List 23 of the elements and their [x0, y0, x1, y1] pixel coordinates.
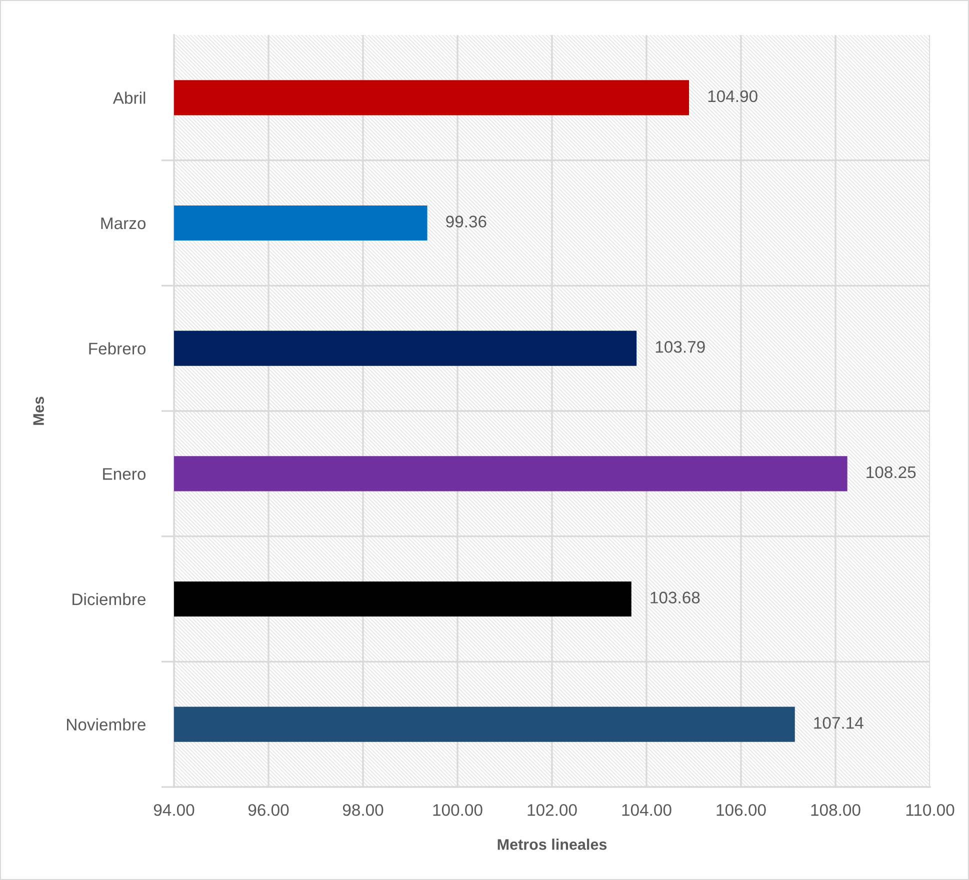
x-axis-title: Metros lineales	[498, 838, 607, 850]
data-label: 107.14	[814, 717, 864, 729]
y-tick-label: Diciembre	[72, 592, 146, 606]
x-tick-label: 94.00	[154, 804, 194, 816]
x-tick-label: 100.00	[433, 804, 482, 816]
data-label: 104.90	[708, 90, 758, 102]
x-tick-label: 102.00	[528, 804, 577, 816]
y-tick-label: Marzo	[101, 218, 146, 230]
y-tick-label: Enero	[103, 468, 146, 480]
data-label: 103.79	[656, 341, 705, 353]
y-axis-title: Mes	[33, 396, 44, 425]
data-label: 99.36	[446, 216, 486, 228]
data-label: 103.68	[650, 592, 700, 604]
x-tick-label: 106.00	[716, 804, 766, 816]
x-tick-label: 110.00	[906, 804, 954, 816]
x-tick-label: 98.00	[342, 804, 384, 816]
y-tick-label: Noviembre	[67, 718, 146, 731]
data-label: 108.25	[866, 466, 916, 478]
x-tick-label: 104.00	[622, 804, 672, 816]
y-tick-label: Abril	[112, 92, 146, 104]
y-tick-label: Febrero	[89, 342, 146, 355]
x-tick-label: 96.00	[248, 804, 289, 816]
x-tick-label: 108.00	[811, 804, 860, 816]
